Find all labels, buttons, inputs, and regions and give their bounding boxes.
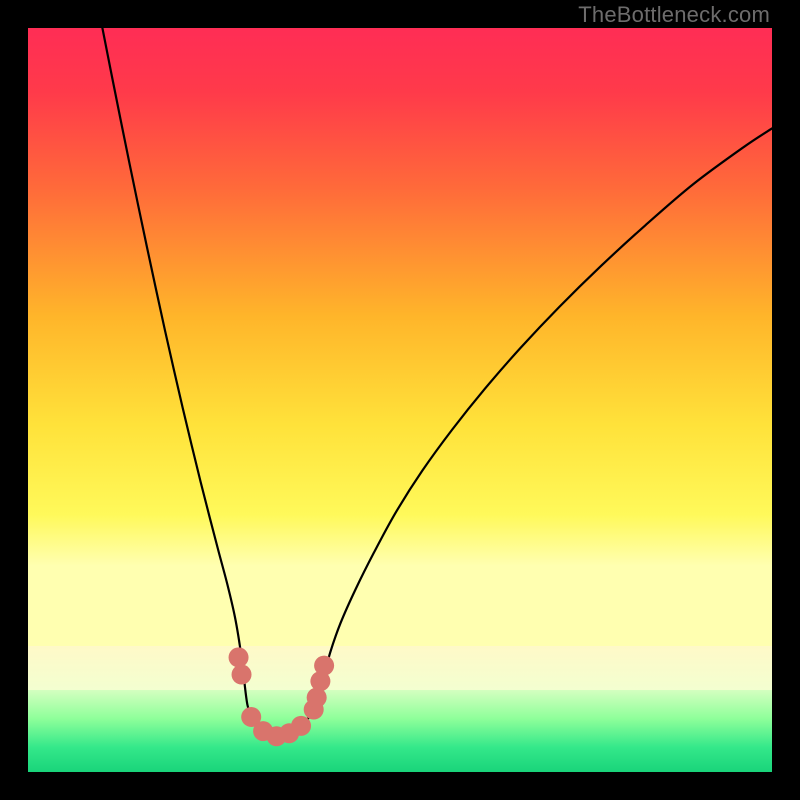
data-dot (314, 656, 334, 676)
chart-root: TheBottleneck.com (0, 0, 800, 800)
plot-area (28, 28, 772, 772)
border-left (0, 0, 28, 800)
data-dot (291, 716, 311, 736)
border-right (772, 0, 800, 800)
data-dot (229, 647, 249, 667)
data-dot (232, 665, 252, 685)
watermark-label: TheBottleneck.com (578, 2, 770, 28)
bottleneck-curve (102, 28, 772, 735)
curve-svg (28, 28, 772, 772)
border-bottom (0, 772, 800, 800)
